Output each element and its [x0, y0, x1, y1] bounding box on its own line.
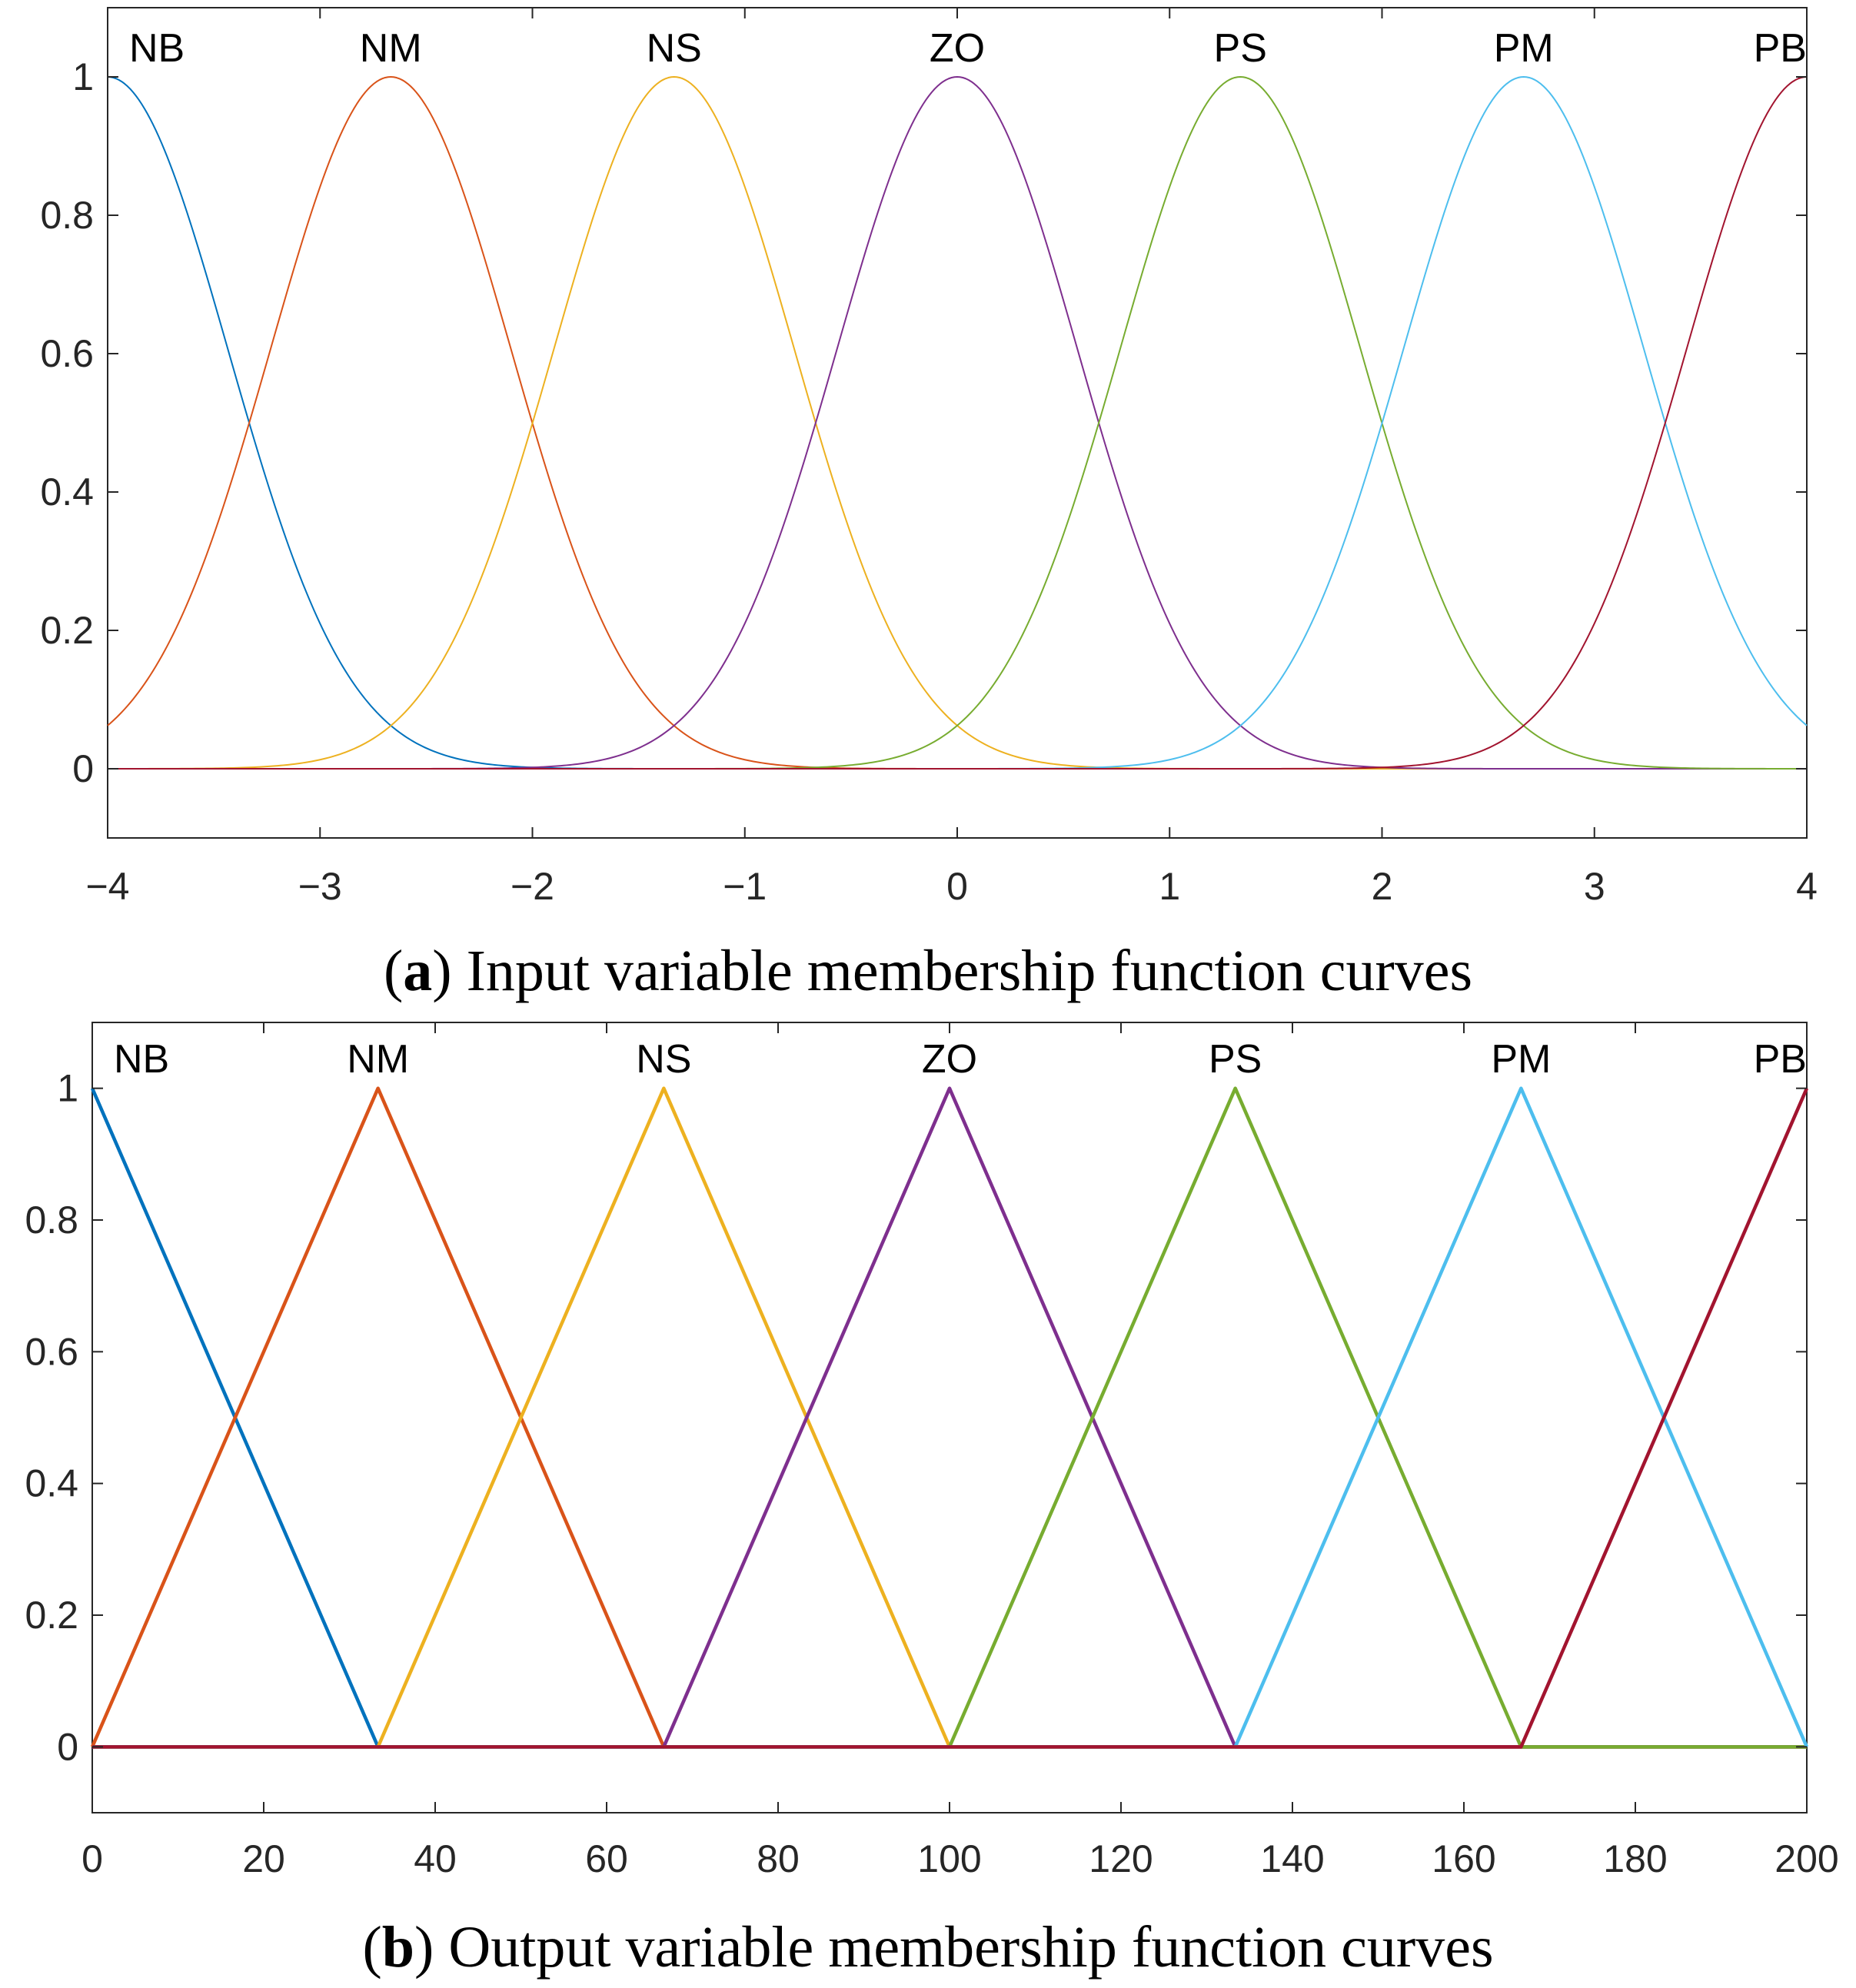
series-label-zo: ZO: [930, 26, 985, 71]
series-label-ns: NS: [647, 26, 702, 71]
x-tick-label: −4: [85, 865, 129, 908]
x-tick-label: −3: [298, 865, 342, 908]
y-tick-label: 0: [57, 1725, 78, 1768]
panel-a-caption-letter: a: [403, 939, 432, 1003]
series-line-pm: [92, 1086, 1809, 1749]
x-tick-label: −1: [723, 865, 767, 908]
y-tick-label: 0.2: [25, 1594, 78, 1637]
y-tick-label: 0.4: [40, 470, 94, 514]
series-line-ps: [108, 76, 1808, 770]
y-tick-label: 0.8: [25, 1198, 78, 1242]
panel-b-caption: (b) Output variable membership function …: [362, 1915, 1493, 1980]
series-label-ns: NS: [636, 1037, 691, 1082]
panel-a-y-axis: 0 0.2 0.4 0.6 0.8 1: [40, 55, 1807, 790]
panel-b-y-axis: 0 0.2 0.4 0.6 0.8 1: [25, 1067, 1807, 1768]
series-line-zo: [92, 1086, 1807, 1749]
panel-a-caption-text: Input variable membership function curve…: [467, 939, 1472, 1003]
x-tick-label: 200: [1775, 1837, 1838, 1880]
x-tick-label: 60: [585, 1837, 628, 1880]
x-tick-label: −2: [511, 865, 554, 908]
series-line-ns: [107, 76, 1807, 770]
x-tick-label: 3: [1584, 865, 1605, 908]
x-tick-label: 0: [946, 865, 968, 908]
x-tick-label: 20: [242, 1837, 285, 1880]
panel-a-series-labels: NB NM NS ZO PS PM PB: [129, 26, 1807, 71]
series-line-ps: [92, 1086, 1807, 1749]
panel-a: NB NM NS ZO PS PM PB −4 −3 −2 −1 0 1 2 3 4 00.20.40.60…: [40, 7, 1818, 1003]
series-line-nb: [90, 1087, 1807, 1749]
series-label-nb: NB: [129, 26, 185, 71]
series-line-pb: [92, 1087, 1809, 1749]
x-tick-label: 0: [81, 1837, 103, 1880]
y-tick-label: 0.2: [40, 609, 94, 652]
panel-b-x-axis: 0 20 40 60 80 100 120 140 160 180 200: [81, 1022, 1839, 1880]
y-tick-label: 0.6: [25, 1330, 78, 1373]
panel-a-x-axis: −4 −3 −2 −1 0 1 2 3 4: [85, 8, 1818, 908]
series-label-pm: PM: [1494, 26, 1554, 71]
y-tick-label: 1: [72, 55, 94, 98]
series-line-pb: [108, 76, 1808, 770]
x-tick-label: 140: [1260, 1837, 1324, 1880]
series-label-nm: NM: [360, 26, 422, 71]
x-tick-label: 2: [1372, 865, 1393, 908]
y-tick-label: 0.6: [40, 332, 94, 375]
y-tick-label: 0.4: [25, 1462, 78, 1505]
y-tick-label: 0: [72, 747, 94, 790]
series-label-ps: PS: [1214, 26, 1267, 71]
panel-a-series-lines: [107, 76, 1808, 770]
series-label-nm: NM: [347, 1037, 409, 1082]
panel-b-axes-box: [91, 1022, 1808, 1813]
series-line-nm: [90, 1086, 1807, 1749]
x-tick-label: 180: [1603, 1837, 1667, 1880]
x-tick-label: 160: [1432, 1837, 1495, 1880]
series-line-zo: [108, 76, 1807, 770]
series-line-ns: [92, 1086, 1807, 1749]
x-tick-label: 4: [1796, 865, 1818, 908]
series-label-ps: PS: [1209, 1037, 1262, 1082]
panel-a-axes-box: [107, 7, 1808, 839]
x-tick-label: 120: [1089, 1837, 1153, 1880]
series-line-nb: [107, 76, 1807, 770]
panel-b-series-labels: NB NM NS ZO PS PM PB: [114, 1037, 1807, 1082]
y-tick-label: 1: [57, 1067, 78, 1110]
panel-b-caption-text: Output variable membership function curv…: [448, 1915, 1493, 1980]
x-tick-label: 80: [757, 1837, 800, 1880]
panel-b-caption-letter: b: [382, 1915, 414, 1980]
x-tick-label: 100: [917, 1837, 981, 1880]
panel-b-series-lines: [90, 1086, 1809, 1749]
panel-b: NB NM NS ZO PS PM PB 0 20 40 60 80 100 120 140 160 180 2…: [25, 1022, 1839, 1980]
series-line-nm: [107, 76, 1807, 770]
series-label-nb: NB: [114, 1037, 169, 1082]
series-label-pb: PB: [1754, 26, 1807, 71]
series-label-zo: ZO: [922, 1037, 977, 1082]
series-label-pm: PM: [1491, 1037, 1551, 1082]
x-tick-label: 40: [414, 1837, 457, 1880]
y-tick-label: 0.8: [40, 194, 94, 237]
x-tick-label: 1: [1159, 865, 1180, 908]
series-line-pm: [108, 76, 1808, 770]
series-label-pb: PB: [1754, 1037, 1807, 1082]
panel-a-caption: (a) Input variable membership function c…: [384, 939, 1472, 1003]
